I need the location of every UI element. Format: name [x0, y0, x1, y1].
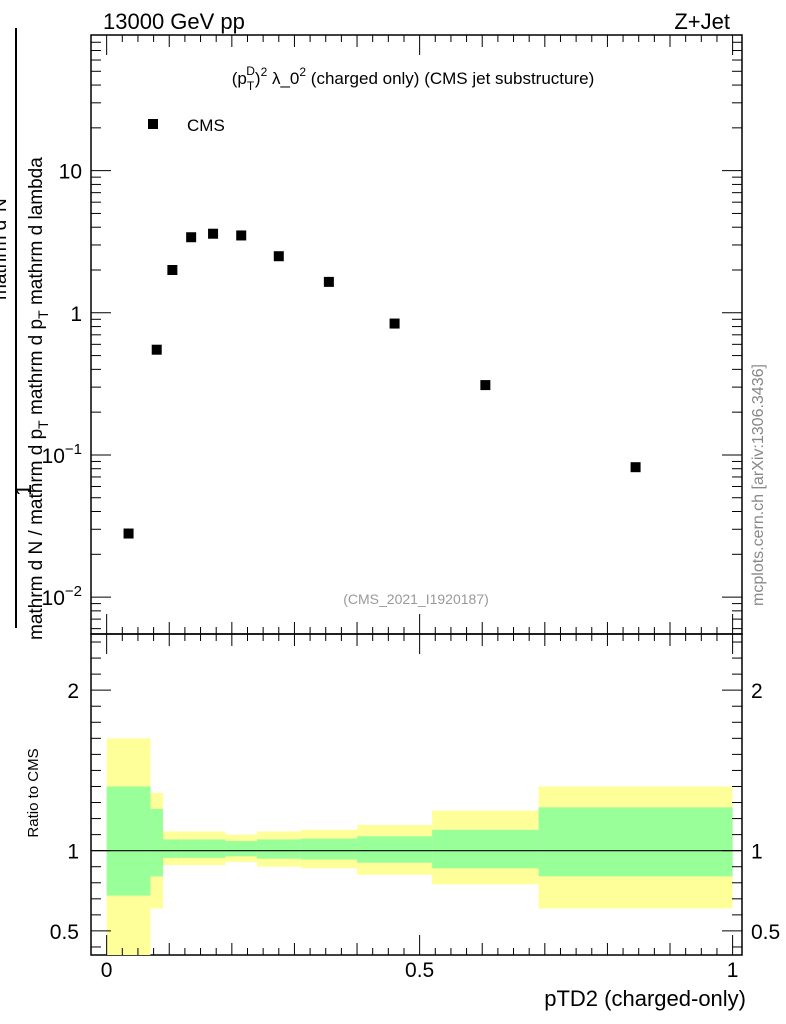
ratio-band-inner-3	[181, 839, 201, 858]
y-label-one: 1	[11, 484, 36, 496]
data-point	[480, 380, 491, 391]
y-label-denominator: mathrm d N / mathrm d pT mathrm d pT mat…	[26, 157, 51, 640]
cms-data-series	[123, 228, 641, 539]
x-tick-label: 1	[727, 959, 739, 982]
y-label-numerator: mathrm d2N	[0, 198, 11, 300]
ratio-band-inner-6	[256, 839, 301, 859]
ratio-plot-frame	[90, 633, 743, 956]
ratio-y-tick-label-left: 2	[67, 680, 79, 703]
ratio-y-tick-labels: 0.5 0.5 1 1 2 2	[50, 680, 780, 944]
data-point	[236, 230, 247, 241]
legend-marker	[148, 119, 158, 129]
data-point	[208, 228, 219, 239]
header-left: 13000 GeV pp	[103, 9, 245, 34]
y-tick-label: 10−1	[42, 441, 82, 468]
ratio-axis-ticks	[91, 641, 742, 948]
data-point	[389, 318, 400, 329]
ratio-band-inner-1	[150, 808, 163, 877]
ratio-y-tick-label-right: 0.5	[751, 921, 780, 944]
y-axis-label: mathrm d N / mathrm d pT mathrm d pT mat…	[0, 28, 51, 640]
ratio-band-inner-8	[357, 836, 433, 863]
ratio-y-tick-label-left: 0.5	[50, 921, 79, 944]
data-point	[151, 344, 162, 355]
ratio-band-inner-2	[162, 839, 182, 858]
analysis-watermark: (CMS_2021_I1920187)	[343, 591, 489, 607]
legend-label: CMS	[187, 116, 225, 135]
data-point	[323, 276, 334, 287]
ratio-y-tick-label-right: 1	[751, 841, 763, 864]
ratio-y-tick-label-right: 2	[751, 680, 763, 703]
y-tick-label: 10−2	[42, 583, 82, 610]
ratio-axis-label: Ratio to CMS	[25, 748, 42, 837]
data-point	[630, 462, 641, 473]
y-tick-label: 1	[70, 303, 82, 326]
ratio-y-tick-label-left: 1	[67, 841, 79, 864]
ratio-band-inner-9	[432, 829, 539, 869]
x-tick-label: 0.5	[405, 959, 434, 982]
x-tick-label: 0	[101, 959, 113, 982]
ratio-band-inner-7	[300, 838, 358, 860]
ratio-band-inner-4	[200, 839, 226, 858]
data-point	[186, 232, 197, 243]
data-point	[273, 251, 284, 262]
header-right: Z+Jet	[674, 9, 730, 34]
side-label: mcplots.cern.ch [arXiv:1306.3436]	[750, 364, 767, 606]
ratio-bands	[106, 738, 733, 955]
ratio-band-inner-5	[225, 841, 257, 857]
y-tick-label: 10	[59, 161, 82, 184]
plot-title: (pTD)2 λ_02 (charged only) (CMS jet subs…	[232, 64, 594, 93]
data-point	[123, 528, 134, 539]
ratio-band-inner-0	[106, 786, 151, 896]
x-axis-label: pTD2 (charged-only)	[544, 986, 746, 1011]
ratio-band-inner-10	[538, 807, 733, 877]
main-axis-ticks	[90, 34, 742, 955]
main-y-tick-labels: 10−2 10−1 1 10	[42, 161, 82, 610]
data-point	[167, 265, 178, 276]
x-tick-labels: 0 0.5 1	[101, 959, 739, 982]
